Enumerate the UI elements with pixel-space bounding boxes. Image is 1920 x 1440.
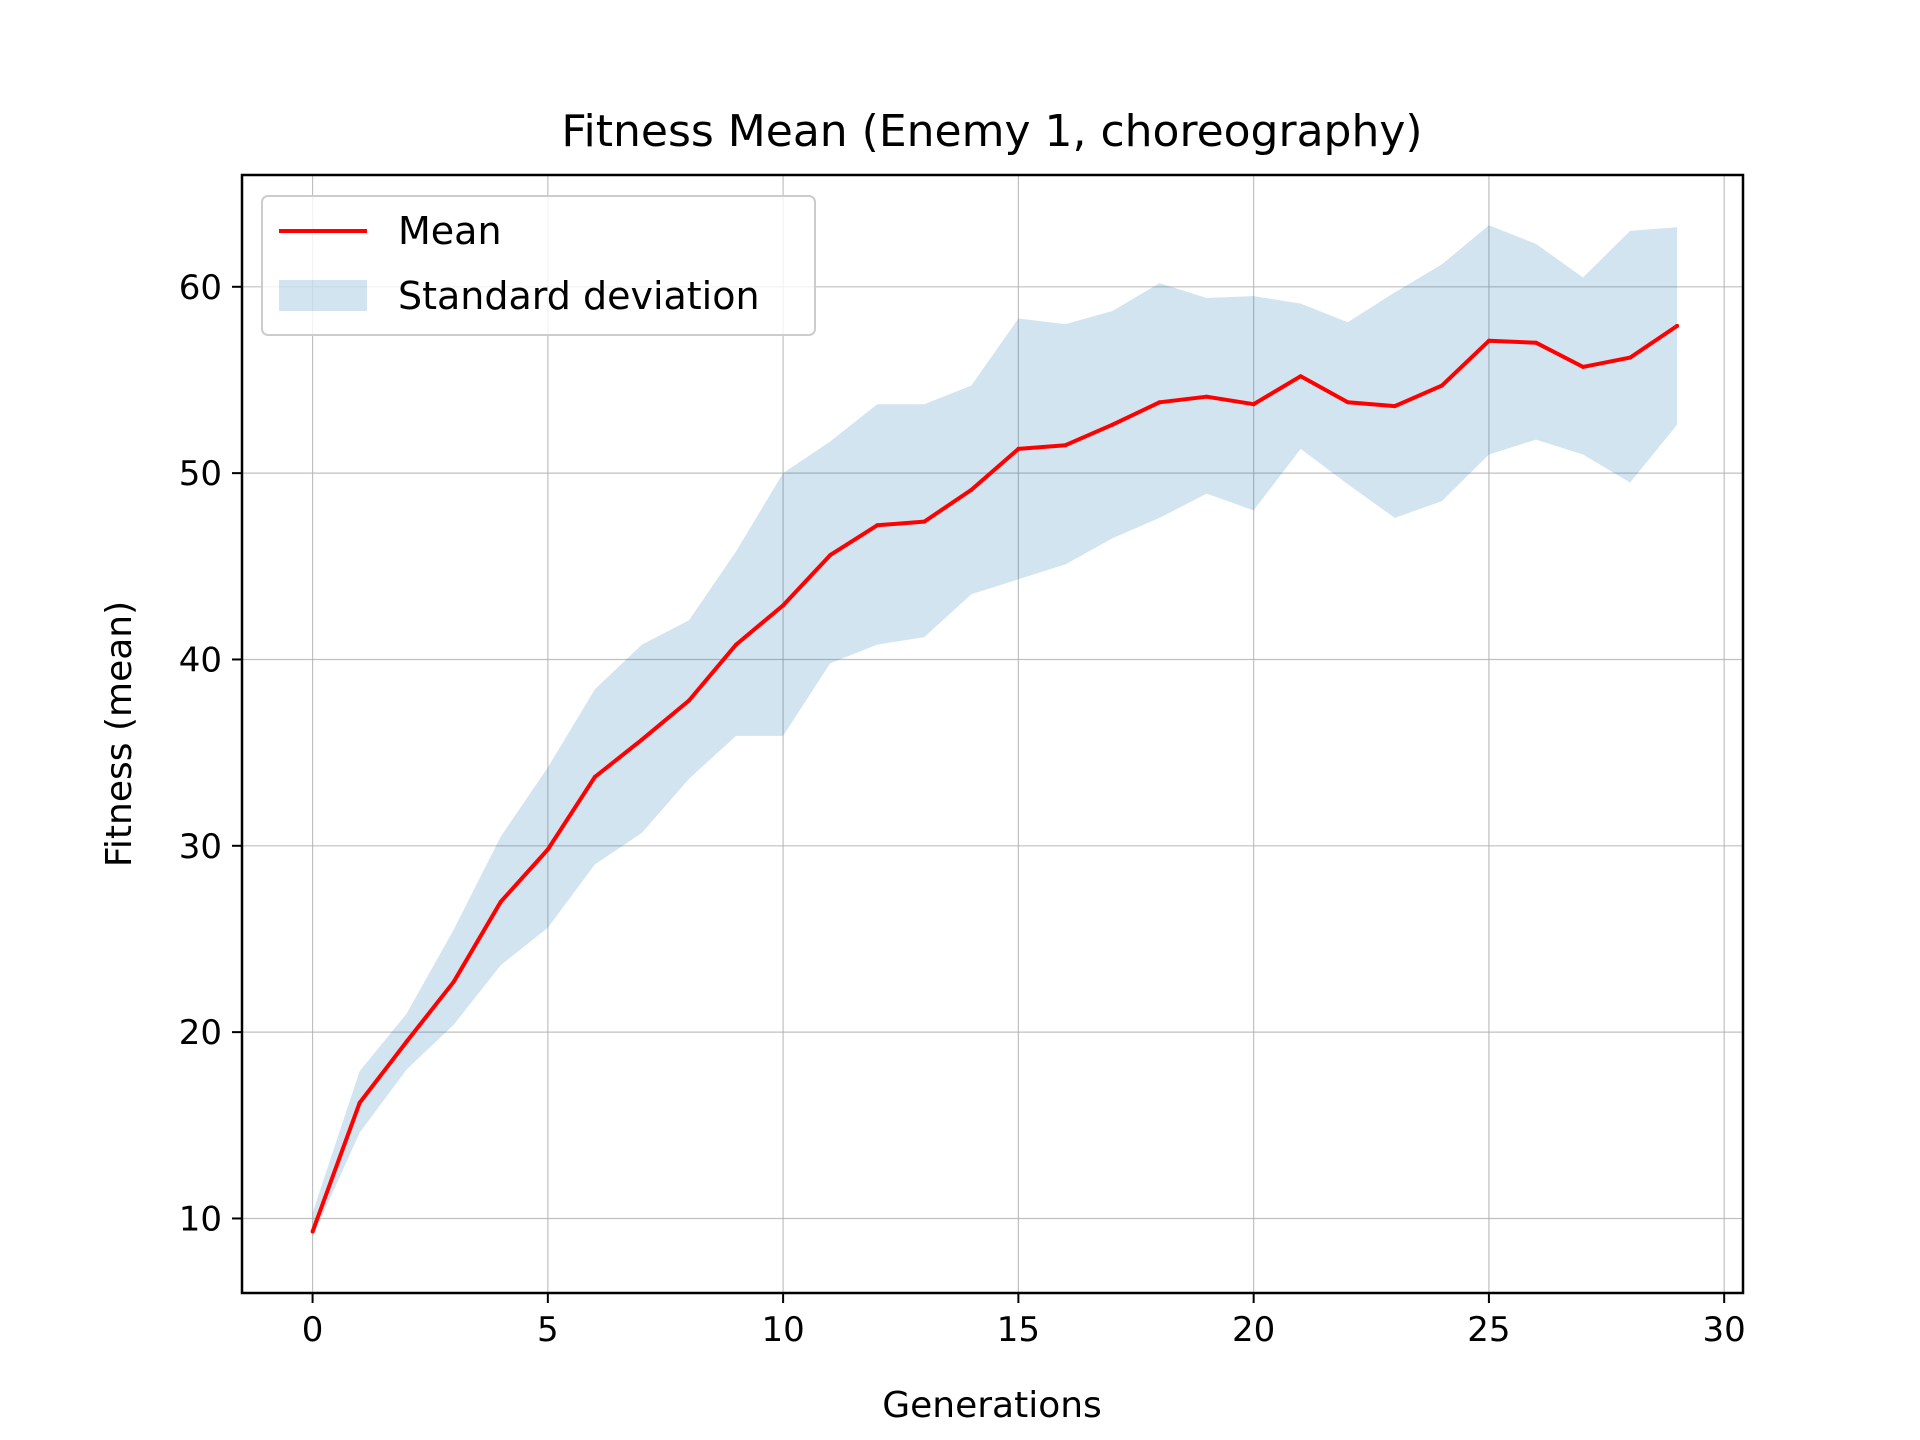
mean-point (828, 553, 833, 558)
mean-point (592, 774, 597, 779)
mean-point (1345, 400, 1350, 405)
mean-point (1204, 394, 1209, 399)
x-axis-ticks: 0 5 10 15 20 25 30 (302, 1293, 1746, 1350)
mean-point (310, 1229, 315, 1234)
mean-point (1016, 446, 1021, 451)
mean-point (1628, 355, 1633, 360)
y-tick-label: 10 (179, 1199, 222, 1239)
mean-point (734, 642, 739, 647)
mean-points (310, 323, 1680, 1234)
mean-point (1392, 404, 1397, 409)
x-tick-label: 0 (302, 1310, 324, 1350)
mean-point (922, 519, 927, 524)
std-deviation-band (312, 225, 1678, 1238)
x-tick-label: 30 (1703, 1310, 1746, 1350)
x-tick-label: 20 (1232, 1310, 1275, 1350)
gridlines (242, 175, 1743, 1293)
mean-line (310, 324, 1679, 1233)
mean-point (1157, 400, 1162, 405)
legend: Mean Standard deviation (261, 195, 816, 336)
mean-point (640, 737, 644, 742)
plot-frame (240, 173, 1745, 1295)
mean-point (781, 603, 786, 608)
legend-std-swatch (279, 280, 367, 311)
mean-point (498, 899, 503, 904)
mean-point (969, 487, 974, 492)
chart-title: Fitness Mean (Enemy 1, choreography) (561, 106, 1422, 157)
mean-point (404, 1039, 409, 1044)
legend-std-label: Standard deviation (398, 274, 760, 318)
y-axis-ticks: 10 20 30 40 50 60 (179, 268, 242, 1239)
mean-point (1298, 374, 1303, 379)
y-tick-label: 20 (179, 1013, 222, 1053)
x-tick-label: 5 (537, 1310, 559, 1350)
legend-box (261, 195, 816, 336)
mean-point (1581, 364, 1585, 369)
legend-mean-label: Mean (398, 209, 502, 253)
mean-point (357, 1100, 362, 1105)
y-axis-label: Fitness (mean) (99, 601, 140, 867)
x-axis-label: Generations (882, 1385, 1102, 1426)
x-tick-label: 15 (997, 1310, 1040, 1350)
mean-point (451, 979, 456, 984)
mean-point (1251, 402, 1256, 407)
mean-point (875, 523, 880, 528)
mean-point (545, 847, 550, 852)
x-tick-label: 10 (761, 1310, 804, 1350)
mean-point (1110, 422, 1115, 427)
y-tick-label: 50 (179, 454, 222, 494)
mean-point (1675, 323, 1680, 328)
mean-point (1486, 338, 1491, 343)
mean-point (1534, 340, 1538, 345)
y-tick-label: 60 (179, 268, 222, 308)
y-tick-label: 40 (179, 640, 222, 680)
x-tick-label: 25 (1467, 1310, 1510, 1350)
mean-point (687, 698, 691, 703)
y-tick-label: 30 (179, 827, 222, 867)
mean-point (1439, 383, 1444, 388)
mean-point (1063, 443, 1068, 448)
